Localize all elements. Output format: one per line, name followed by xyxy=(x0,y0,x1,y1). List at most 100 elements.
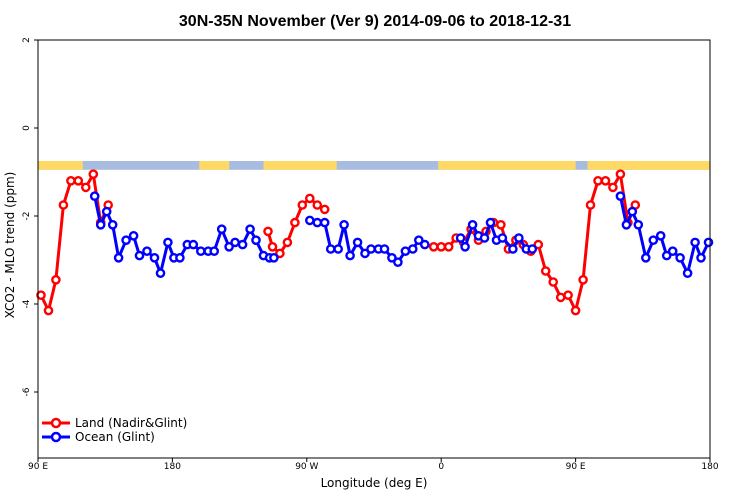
data-point xyxy=(36,290,46,301)
ocean-band-segment xyxy=(38,161,710,170)
legend-ocean-marker xyxy=(50,431,62,443)
land-band-segment xyxy=(199,161,230,170)
land-band-segment xyxy=(438,161,576,170)
data-point xyxy=(379,244,390,254)
data-point xyxy=(627,206,638,217)
data-point xyxy=(479,233,490,243)
data-point xyxy=(360,248,370,259)
data-point xyxy=(345,250,355,261)
data-point xyxy=(600,175,611,186)
data-point xyxy=(563,290,573,301)
land-ocean-band xyxy=(38,161,710,170)
data-point xyxy=(455,233,466,243)
data-point xyxy=(297,200,308,210)
legend: Land (Nadir&Glint) Ocean (Glint) xyxy=(42,416,187,444)
data-point xyxy=(142,246,152,256)
data-point xyxy=(593,175,603,186)
data-point xyxy=(661,250,672,261)
y-axis-label: XCO2 - MLO trend (ppm) xyxy=(3,172,17,319)
legend-ocean-label: Ocean (Glint) xyxy=(75,430,155,444)
data-point xyxy=(514,233,524,243)
data-point xyxy=(282,237,293,248)
data-point xyxy=(101,206,112,217)
legend-land-label: Land (Nadir&Glint) xyxy=(75,416,187,430)
data-point xyxy=(648,235,659,245)
data-point xyxy=(107,219,118,230)
data-point xyxy=(312,217,323,228)
data-point xyxy=(319,204,330,215)
data-point xyxy=(548,277,559,287)
x-tick-label: 90 E xyxy=(28,462,48,472)
data-point xyxy=(113,252,124,263)
data-point xyxy=(237,239,248,250)
data-point xyxy=(443,241,454,252)
data-point xyxy=(696,252,706,263)
data-point xyxy=(633,219,644,230)
series-ocean xyxy=(89,191,714,279)
data-point xyxy=(312,200,323,210)
data-point xyxy=(615,191,626,201)
data-point xyxy=(496,219,506,230)
data-point xyxy=(188,239,199,250)
data-point xyxy=(128,230,139,241)
data-point xyxy=(163,237,173,248)
data-point xyxy=(675,252,685,263)
series-line xyxy=(93,195,274,275)
data-point xyxy=(267,241,278,252)
data-point xyxy=(333,244,344,254)
data-point xyxy=(245,224,255,234)
data-point xyxy=(641,252,651,263)
data-point xyxy=(95,219,106,230)
data-point xyxy=(621,219,632,230)
data-point xyxy=(81,182,91,193)
land-band-segment xyxy=(587,161,710,170)
land-band-segment xyxy=(263,161,337,170)
data-point xyxy=(393,257,403,268)
data-point xyxy=(485,217,496,228)
data-point xyxy=(339,219,349,230)
y-tick-label: 0 xyxy=(22,125,32,131)
data-point xyxy=(224,241,234,252)
data-point xyxy=(51,274,61,285)
data-point xyxy=(230,237,240,248)
data-point xyxy=(304,215,315,226)
data-point xyxy=(667,246,678,256)
data-point xyxy=(290,217,300,228)
x-tick-label: 90 E xyxy=(566,462,586,472)
data-point xyxy=(413,235,424,245)
data-point xyxy=(88,169,99,179)
x-tick-label: 0 xyxy=(438,462,444,472)
data-point xyxy=(615,169,626,179)
data-point xyxy=(175,252,185,263)
data-point xyxy=(419,239,430,250)
data-point xyxy=(540,266,551,276)
data-point xyxy=(585,200,596,210)
data-point xyxy=(703,237,714,248)
data-point xyxy=(570,305,581,316)
data-point xyxy=(195,246,206,256)
data-point xyxy=(387,252,397,263)
legend-land-marker xyxy=(50,417,62,429)
x-tick-label: 180 xyxy=(164,462,181,472)
data-point xyxy=(134,250,145,261)
data-point xyxy=(578,274,588,285)
plot-frame xyxy=(37,39,711,459)
data-point xyxy=(263,226,273,237)
data-point xyxy=(325,244,336,254)
data-point xyxy=(58,200,69,210)
data-point xyxy=(155,268,166,279)
data-point xyxy=(460,241,470,252)
data-point xyxy=(690,237,700,248)
data-point xyxy=(682,268,693,279)
y-tick-label: -2 xyxy=(22,212,32,221)
data-point xyxy=(209,246,219,256)
data-point xyxy=(428,241,439,252)
land-band-segment xyxy=(38,161,83,170)
data-point xyxy=(467,219,478,230)
x-tick-label: 180 xyxy=(701,462,718,472)
data-point xyxy=(352,237,363,248)
data-point xyxy=(121,235,131,245)
data-point xyxy=(366,244,376,254)
data-point xyxy=(407,244,418,254)
